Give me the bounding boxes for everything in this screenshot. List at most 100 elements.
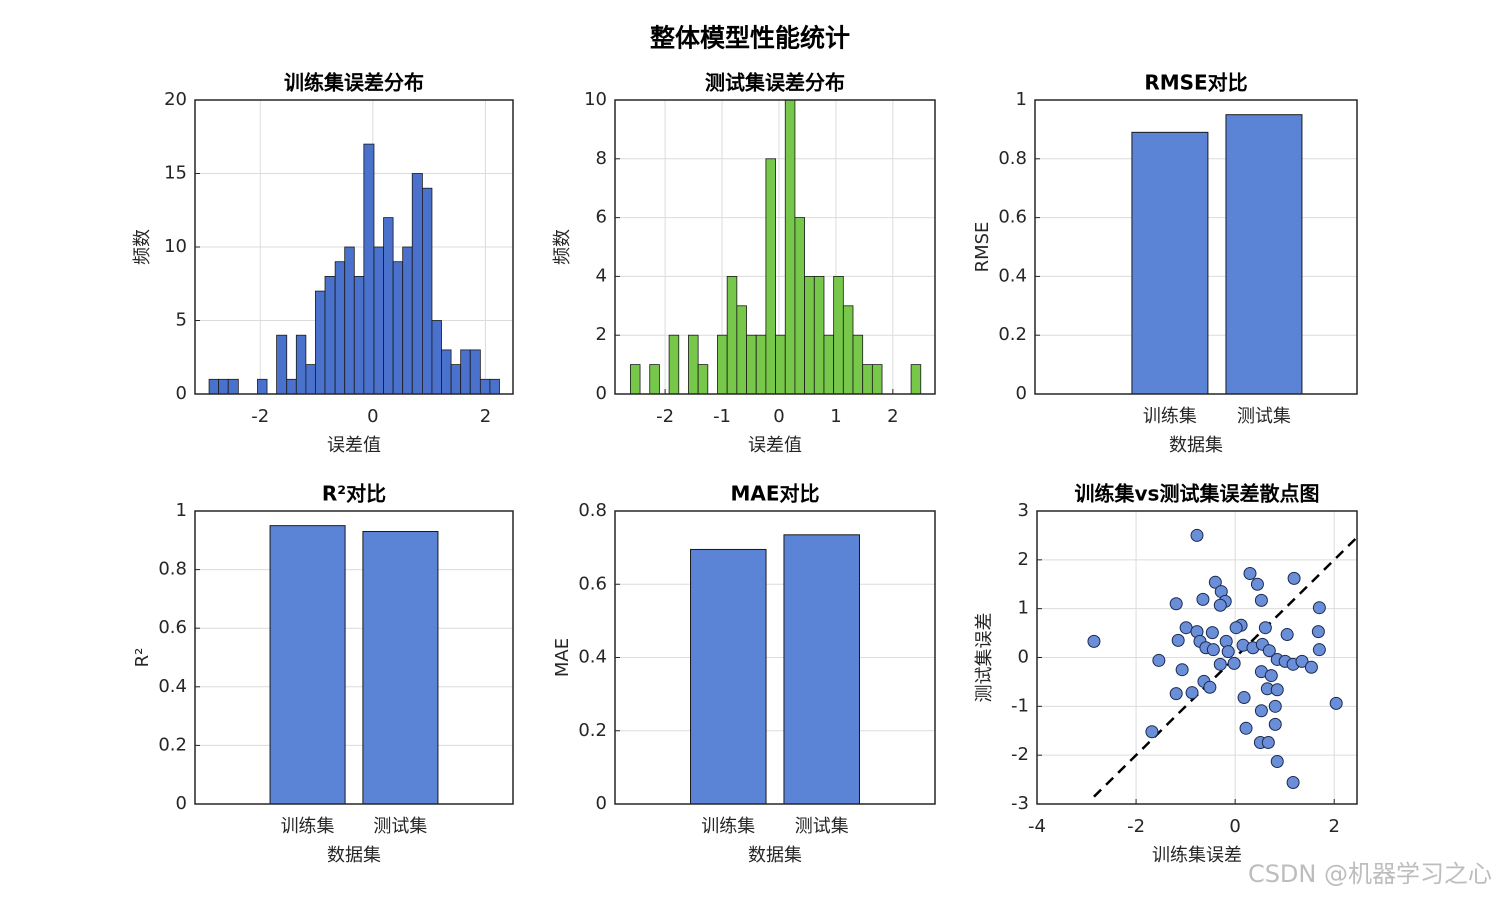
scatter-point (1280, 628, 1294, 642)
x-axis-label: 误差值 (327, 435, 381, 456)
scatter-point (1262, 644, 1276, 658)
scatter-point (1268, 699, 1282, 713)
histogram-bar (649, 364, 660, 395)
x-tick-label: 训练集 (701, 816, 755, 837)
y-tick-label: 2 (1018, 549, 1029, 570)
y-tick-label: 3 (1018, 500, 1029, 521)
bar (362, 531, 439, 805)
histogram-bar (794, 217, 806, 395)
histogram-bar (295, 334, 307, 395)
histogram-bar (765, 158, 776, 395)
scatter-point (1329, 696, 1343, 710)
x-tick-label: 2 (887, 406, 898, 427)
scatter-point (1190, 528, 1204, 542)
histogram-bar (227, 378, 239, 395)
histogram-bar (833, 275, 844, 395)
histogram-bar (257, 378, 268, 395)
scatter-point (1145, 725, 1159, 739)
histogram-bar (441, 349, 452, 395)
y-tick-label: 6 (596, 207, 607, 228)
subplot-title: 训练集误差分布 (284, 71, 424, 95)
histogram-bar (629, 364, 641, 395)
subplot-title: 训练集vs测试集误差散点图 (1075, 482, 1320, 506)
y-tick-label: 20 (164, 89, 187, 110)
y-tick-label: 0.6 (158, 617, 187, 638)
histogram-bar (373, 246, 384, 395)
scatter-point (1239, 721, 1253, 735)
histogram-bar (450, 364, 462, 395)
figure-title: 整体模型性能统计 (650, 24, 850, 53)
x-axis-label: 误差值 (748, 435, 802, 456)
y-tick-label: 15 (164, 163, 187, 184)
scatter-point (1312, 601, 1326, 615)
scatter-point (1270, 683, 1284, 697)
histogram-bar (411, 173, 423, 395)
x-tick-label: 0 (773, 406, 784, 427)
y-tick-label: 0.4 (578, 647, 607, 668)
y-tick-label: 1 (1018, 598, 1029, 619)
axes-frame (614, 99, 936, 395)
axes-frame (194, 510, 514, 805)
scatter-point (1261, 735, 1275, 749)
y-axis-label: 频数 (552, 229, 573, 265)
scatter-point (1264, 669, 1278, 683)
histogram-bar (755, 334, 767, 395)
y-tick-label: 0.4 (998, 265, 1027, 286)
subplot-title: MAE对比 (730, 482, 819, 506)
x-tick-label: -2 (656, 406, 674, 427)
histogram-bar (402, 246, 413, 395)
subplot-title: RMSE对比 (1144, 71, 1247, 95)
x-tick-label: 训练集 (1143, 406, 1197, 427)
scatter-point (1221, 645, 1235, 659)
scatter-point (1312, 643, 1326, 657)
x-axis-label: 数据集 (327, 845, 381, 866)
scatter-point (1295, 654, 1309, 668)
scatter-point (1169, 597, 1183, 611)
y-axis-label: RMSE (972, 222, 993, 273)
x-tick-label: 训练集 (281, 816, 335, 837)
histogram-bar (842, 305, 854, 395)
histogram-bar (871, 364, 883, 395)
scatter-point (1171, 633, 1185, 647)
x-axis-label: 训练集误差 (1152, 845, 1242, 866)
scatter-point (1270, 755, 1284, 769)
scatter-point (1250, 577, 1264, 591)
histogram-bar (315, 290, 326, 395)
x-tick-label: 0 (367, 406, 378, 427)
histogram-bar (823, 334, 835, 395)
x-tick-label: 1 (830, 406, 841, 427)
y-tick-label: 0 (176, 383, 187, 404)
scatter-point (1229, 621, 1243, 635)
scatter-point (1213, 598, 1227, 612)
bar (690, 548, 767, 805)
y-tick-label: 0 (1016, 383, 1027, 404)
y-tick-label: 4 (596, 265, 607, 286)
histogram-bar (276, 334, 288, 395)
scatter-point (1152, 653, 1166, 667)
histogram-bar (746, 334, 757, 395)
y-tick-label: 0.4 (158, 676, 187, 697)
y-tick-label: 0.8 (998, 148, 1027, 169)
y-tick-label: 0 (596, 793, 607, 814)
scatter-point (1196, 592, 1210, 606)
histogram-bar (697, 364, 709, 395)
y-tick-label: 2 (596, 324, 607, 345)
y-axis-label: 测试集误差 (974, 613, 995, 703)
scatter-point (1254, 593, 1268, 607)
y-tick-label: 0 (176, 793, 187, 814)
histogram-bar (489, 378, 500, 395)
watermark: CSDN @机器学习之心 (1248, 860, 1492, 888)
histogram-bar (421, 187, 433, 395)
histogram-bar (286, 378, 297, 395)
x-tick-label: -4 (1028, 816, 1046, 837)
scatter-point (1268, 717, 1282, 731)
histogram-bar (469, 349, 481, 395)
bar (1225, 114, 1303, 395)
